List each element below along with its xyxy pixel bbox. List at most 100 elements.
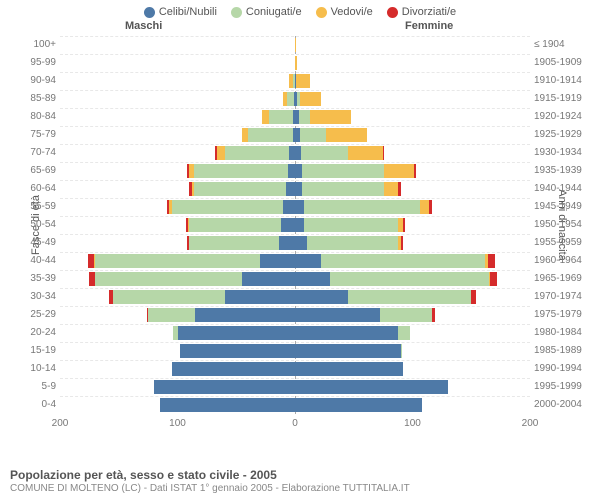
birth-label: 1915-1919 <box>534 93 596 104</box>
birth-label: 1995-1999 <box>534 381 596 392</box>
gridline <box>60 360 530 361</box>
male-bar <box>173 326 295 340</box>
seg-div <box>490 272 497 286</box>
seg-con <box>189 218 281 232</box>
gridline <box>60 72 530 73</box>
female-bar <box>295 254 495 268</box>
seg-ved <box>348 146 383 160</box>
gridline <box>60 252 530 253</box>
seg-con <box>95 272 242 286</box>
legend-item: Vedovi/e <box>316 6 373 18</box>
male-bar <box>89 272 295 286</box>
seg-cel <box>295 290 348 304</box>
age-row: 30-341970-1974 <box>60 288 530 306</box>
age-row: 60-641940-1944 <box>60 180 530 198</box>
seg-div <box>488 254 495 268</box>
male-bar <box>283 92 295 106</box>
seg-cel <box>295 380 448 394</box>
age-row: 15-191985-1989 <box>60 342 530 360</box>
seg-con <box>300 128 326 142</box>
xtick: 200 <box>522 418 539 429</box>
gridline <box>60 216 530 217</box>
age-row: 85-891915-1919 <box>60 90 530 108</box>
seg-con <box>148 308 195 322</box>
female-bar <box>295 92 321 106</box>
seg-con <box>301 146 348 160</box>
gridline <box>60 342 530 343</box>
age-label: 0-4 <box>12 399 56 410</box>
gridline <box>60 54 530 55</box>
age-row: 5-91995-1999 <box>60 378 530 396</box>
male-bar <box>167 200 295 214</box>
age-label: 60-64 <box>12 183 56 194</box>
legend-item: Celibi/Nubili <box>144 6 217 18</box>
male-bar <box>262 110 295 124</box>
female-bar <box>295 38 296 52</box>
legend-label: Divorziati/e <box>402 6 456 18</box>
seg-ved <box>420 200 429 214</box>
seg-con <box>172 200 284 214</box>
seg-cel <box>295 164 302 178</box>
legend-item: Coniugati/e <box>231 6 302 18</box>
gridline <box>60 396 530 397</box>
age-label: 90-94 <box>12 75 56 86</box>
footer: Popolazione per età, sesso e stato civil… <box>10 468 590 494</box>
seg-ved <box>296 74 310 88</box>
female-bar <box>295 218 405 232</box>
gridline <box>60 198 530 199</box>
x-axis: 2001000100200 <box>0 416 600 434</box>
seg-cel <box>279 236 295 250</box>
legend-item: Divorziati/e <box>387 6 456 18</box>
gridline <box>60 288 530 289</box>
age-label: 70-74 <box>12 147 56 158</box>
seg-cel <box>225 290 296 304</box>
legend-swatch <box>387 7 398 18</box>
seg-ved <box>295 38 296 52</box>
male-bar <box>187 236 295 250</box>
birth-label: 1920-1924 <box>534 111 596 122</box>
birth-label: 1930-1934 <box>534 147 596 158</box>
female-bar <box>295 146 384 160</box>
age-label: 85-89 <box>12 93 56 104</box>
birth-label: 1980-1984 <box>534 327 596 338</box>
header-female: Femmine <box>405 20 453 32</box>
seg-con <box>302 182 384 196</box>
female-bar <box>295 326 410 340</box>
female-bar <box>295 164 416 178</box>
birth-label: 1925-1929 <box>534 129 596 140</box>
seg-con <box>95 254 260 268</box>
male-bar <box>172 362 295 376</box>
seg-cel <box>288 164 295 178</box>
age-label: 40-44 <box>12 255 56 266</box>
gridline <box>60 90 530 91</box>
age-row: 75-791925-1929 <box>60 126 530 144</box>
birth-label: 1960-1964 <box>534 255 596 266</box>
seg-cel <box>242 272 295 286</box>
xtick: 100 <box>404 418 421 429</box>
female-bar <box>295 128 367 142</box>
birth-label: 1975-1979 <box>534 309 596 320</box>
seg-con <box>302 164 384 178</box>
gridline <box>60 126 530 127</box>
seg-ved <box>295 56 297 70</box>
seg-cel <box>160 398 295 412</box>
seg-cel <box>295 254 321 268</box>
legend-label: Coniugati/e <box>246 6 302 18</box>
seg-cel <box>178 326 296 340</box>
seg-ved <box>217 146 224 160</box>
xtick: 200 <box>52 418 69 429</box>
gridline <box>60 180 530 181</box>
legend-swatch <box>231 7 242 18</box>
seg-cel <box>281 218 295 232</box>
gridline <box>60 270 530 271</box>
gridline <box>60 162 530 163</box>
seg-con <box>348 290 471 304</box>
female-bar <box>295 110 351 124</box>
age-label: 55-59 <box>12 201 56 212</box>
birth-label: 1985-1989 <box>534 345 596 356</box>
legend-label: Celibi/Nubili <box>159 6 217 18</box>
age-row: 25-291975-1979 <box>60 306 530 324</box>
chart-area: Fasce di età Anni di nascita 100+≤ 19049… <box>0 36 600 414</box>
seg-con <box>401 344 402 358</box>
male-bar <box>186 218 295 232</box>
